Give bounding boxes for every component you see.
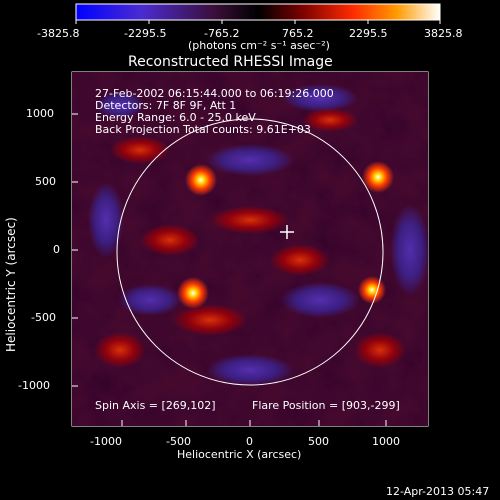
colorbar-tick-label-4: 765.2 — [282, 27, 314, 40]
x-tick-label: 500 — [308, 435, 329, 448]
info-line: Detectors: 7F 8F 9F, Att 1 — [95, 99, 237, 112]
y-tick-label: 0 — [53, 243, 60, 256]
colorbar-tick-label-1: -3825.8 — [37, 27, 80, 40]
x-axis-label: Heliocentric X (arcsec) — [177, 448, 302, 461]
flare-position-text: Flare Position = [903,-299] — [252, 399, 400, 412]
colorbar-tick-label-2: -2295.5 — [124, 27, 167, 40]
info-line: Energy Range: 6.0 - 25.0 keV — [95, 111, 256, 124]
colorbar-tick-label-6: 3825.8 — [424, 27, 463, 40]
colorbar-tick-label-3: -765.2 — [204, 27, 240, 40]
info-line: 27-Feb-2002 06:15:44.000 to 06:19:26.000 — [95, 87, 334, 100]
info-line: Back Projection Total counts: 9.61E+03 — [95, 123, 311, 136]
x-tick-label: -500 — [166, 435, 191, 448]
colorbar-tick-label-5: 2295.5 — [349, 27, 388, 40]
colorbar — [75, 3, 441, 21]
y-tick-label: -500 — [31, 311, 56, 324]
x-axis-ticks — [121, 420, 387, 426]
y-axis-ticks — [72, 113, 78, 387]
image-texture — [72, 72, 430, 426]
footer-date: 12-Apr-2013 05:47 — [386, 485, 490, 498]
solar-limb-circle — [116, 118, 384, 386]
info-block: 27-Feb-2002 06:15:44.000 to 06:19:26.000… — [95, 88, 334, 136]
x-tick-label: -1000 — [90, 435, 122, 448]
y-axis-label: Heliocentric Y (arcsec) — [4, 217, 18, 352]
spin-axis-cross — [280, 225, 294, 239]
y-tick-label: -1000 — [18, 379, 50, 392]
x-tick-label: 1000 — [372, 435, 400, 448]
colorbar-units: (photons cm⁻² s⁻¹ asec⁻²) — [188, 39, 330, 52]
plot-title: Reconstructed RHESSI Image — [128, 54, 333, 70]
colorbar-ticks — [75, 20, 441, 24]
y-tick-label: 500 — [35, 175, 56, 188]
spin-axis-text: Spin Axis = [269,102] — [95, 399, 216, 412]
x-tick-label: 0 — [246, 435, 253, 448]
y-tick-label: 1000 — [26, 107, 54, 120]
